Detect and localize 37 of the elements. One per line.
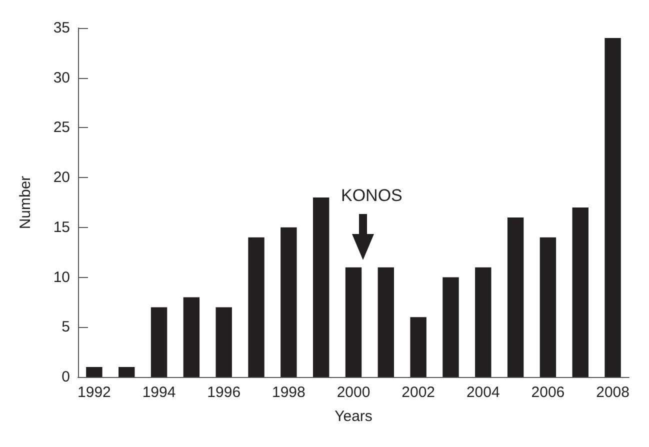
x-tick-label: 1996 [207,384,241,401]
y-tick-label: 20 [53,169,70,186]
y-tick-label: 35 [53,20,70,36]
y-axis-title: Number [17,176,34,230]
x-tick-label: 2002 [402,384,436,401]
bar [475,267,492,377]
bar [183,297,200,377]
bar [378,267,394,377]
y-tick-label: 10 [53,268,70,286]
bar [442,277,459,377]
annotation: KONOS [341,186,402,206]
y-tick-label: 25 [53,119,70,136]
x-tick-label: 2004 [466,384,500,401]
bar [572,207,588,377]
bar [604,38,621,377]
y-tick-label: 30 [53,69,70,86]
bar [312,198,330,377]
bar [280,227,297,377]
x-tick-label: 1994 [142,384,176,401]
x-tick-label: 2000 [336,384,370,401]
y-tick-label: 15 [53,218,70,236]
bar [345,267,362,377]
bar [507,217,524,377]
y-tick-label: 5 [62,318,70,336]
bar [410,317,426,377]
bar [118,367,135,377]
x-axis-title: Years [334,408,372,425]
x-tick-label: 1998 [272,384,306,401]
x-tick-label: 2008 [596,384,630,401]
bar [150,307,168,377]
bar [216,307,232,377]
x-tick-label: 1992 [78,384,111,401]
y-tick-label: 0 [62,368,70,386]
x-tick-label: 2006 [531,384,565,401]
bar [248,237,264,377]
bar [86,367,102,377]
bar [540,237,556,377]
